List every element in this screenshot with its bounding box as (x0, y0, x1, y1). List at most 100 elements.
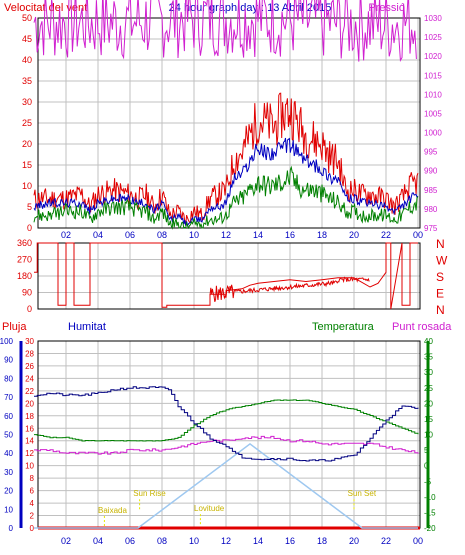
temperature-y-tick: -20 (424, 524, 436, 533)
humidity-y-tick: 40 (4, 449, 13, 458)
humidity-y-tick: 60 (4, 412, 13, 421)
time-tick: 12 (221, 230, 231, 240)
wind-y-tick: 35 (22, 76, 32, 86)
rain-y-tick: 28 (25, 349, 34, 358)
humidity-plot-frame (37, 340, 421, 529)
bottom-time-tick: 16 (285, 536, 295, 546)
rain-y-tick: 14 (25, 437, 34, 446)
wind-gust-line (33, 92, 419, 226)
compass-tick: E (436, 287, 444, 301)
temperature-line (34, 399, 419, 442)
humidity-y-tick: 50 (4, 431, 13, 440)
wind-speed-label: Velocitat del vent (4, 2, 87, 14)
bottom-time-tick: 04 (93, 536, 103, 546)
humidity-y-tick: 100 (0, 337, 14, 346)
temperature-y-tick: -10 (424, 493, 436, 502)
bottom-time-tick: 14 (253, 536, 263, 546)
legend-dew-point: Punt rosada (392, 321, 452, 333)
rain-y-tick: 26 (25, 362, 34, 371)
compass-tick: N (436, 237, 445, 251)
time-tick: 04 (93, 230, 103, 240)
time-tick: 06 (125, 230, 135, 240)
time-tick: 16 (285, 230, 295, 240)
time-tick: 20 (349, 230, 359, 240)
time-tick: 08 (157, 230, 167, 240)
humidity-y-tick: 20 (4, 487, 13, 496)
rain-y-tick: 22 (25, 387, 34, 396)
dew-point-line (34, 435, 419, 455)
rain-y-tick: 2 (30, 512, 35, 521)
direction-y-tick: 0 (27, 304, 32, 314)
time-tick: 02 (61, 230, 71, 240)
humidity-line (34, 386, 419, 462)
direction-y-tick: 270 (17, 255, 32, 265)
wind-y-tick: 20 (22, 139, 32, 149)
pressure-line (33, 0, 417, 62)
wind-y-tick: 25 (22, 118, 32, 128)
humidity-y-tick: 30 (4, 468, 13, 477)
bottom-time-tick: 20 (349, 536, 359, 546)
pressure-y-tick: 1025 (424, 33, 442, 42)
pressure-y-tick: 1015 (424, 71, 442, 80)
bottom-time-tick: 12 (221, 536, 231, 546)
time-tick: 22 (381, 230, 391, 240)
wind-direction-noise (209, 276, 370, 302)
rain-y-tick: 10 (25, 462, 34, 471)
legend-humidity: Humitat (68, 321, 106, 333)
legend-rain: Pluja (2, 321, 27, 333)
pressure-y-tick: 975 (424, 224, 438, 233)
temperature-y-tick: -15 (424, 508, 436, 517)
wind-average-line (33, 137, 419, 227)
pressure-y-tick: 995 (424, 148, 438, 157)
pressure-y-tick: 985 (424, 186, 438, 195)
wind-y-tick: 50 (22, 13, 32, 23)
time-tick: 00 (413, 230, 423, 240)
humidity-y-tick: 10 (4, 505, 13, 514)
rain-y-tick: 20 (25, 399, 34, 408)
pressure-y-tick: 1030 (424, 14, 442, 23)
pressure-y-tick: 1010 (424, 90, 442, 99)
wind-y-tick: 10 (22, 181, 32, 191)
annotation-label: Baixada (98, 506, 127, 515)
wind-direction-line (34, 242, 418, 310)
rain-y-tick: 24 (25, 374, 34, 383)
compass-tick: S (436, 270, 444, 284)
bottom-time-tick: 08 (157, 536, 167, 546)
humidity-y-tick: 0 (9, 524, 14, 533)
wind-y-tick: 5 (27, 202, 32, 212)
rain-y-tick: 8 (30, 474, 35, 483)
rain-y-tick: 4 (30, 499, 35, 508)
pressure-y-tick: 1000 (424, 129, 442, 138)
time-tick: 18 (317, 230, 327, 240)
pressure-y-tick: 1005 (424, 109, 442, 118)
wind-y-tick: 45 (22, 34, 32, 44)
rain-y-tick: 18 (25, 412, 34, 421)
legend-temperature: Temperatura (312, 321, 375, 333)
bottom-time-tick: 22 (381, 536, 391, 546)
wind-y-tick: 15 (22, 160, 32, 170)
bottom-time-tick: 10 (189, 536, 199, 546)
compass-tick: N (436, 303, 445, 317)
humidity-y-tick: 70 (4, 393, 13, 402)
rain-y-tick: 6 (30, 487, 35, 496)
wind-y-tick: 0 (27, 223, 32, 233)
wind-plot-frame (37, 17, 421, 229)
annotation-label: Lovitude (194, 504, 225, 513)
pressure-y-tick: 990 (424, 167, 438, 176)
solar-radiation-line (34, 442, 418, 529)
humidity-y-tick: 90 (4, 356, 13, 365)
bottom-time-tick: 18 (317, 536, 327, 546)
wind-minimum-line (33, 165, 419, 230)
direction-y-tick: 360 (17, 238, 32, 248)
direction-y-tick: 90 (22, 288, 32, 298)
rain-y-tick: 12 (25, 449, 34, 458)
bottom-time-tick: 06 (125, 536, 135, 546)
direction-plot-frame (37, 242, 421, 310)
time-tick: 14 (253, 230, 263, 240)
bottom-time-tick: 00 (413, 536, 423, 546)
rain-y-tick: 16 (25, 424, 34, 433)
bottom-time-tick: 02 (61, 536, 71, 546)
compass-tick: W (436, 254, 448, 268)
